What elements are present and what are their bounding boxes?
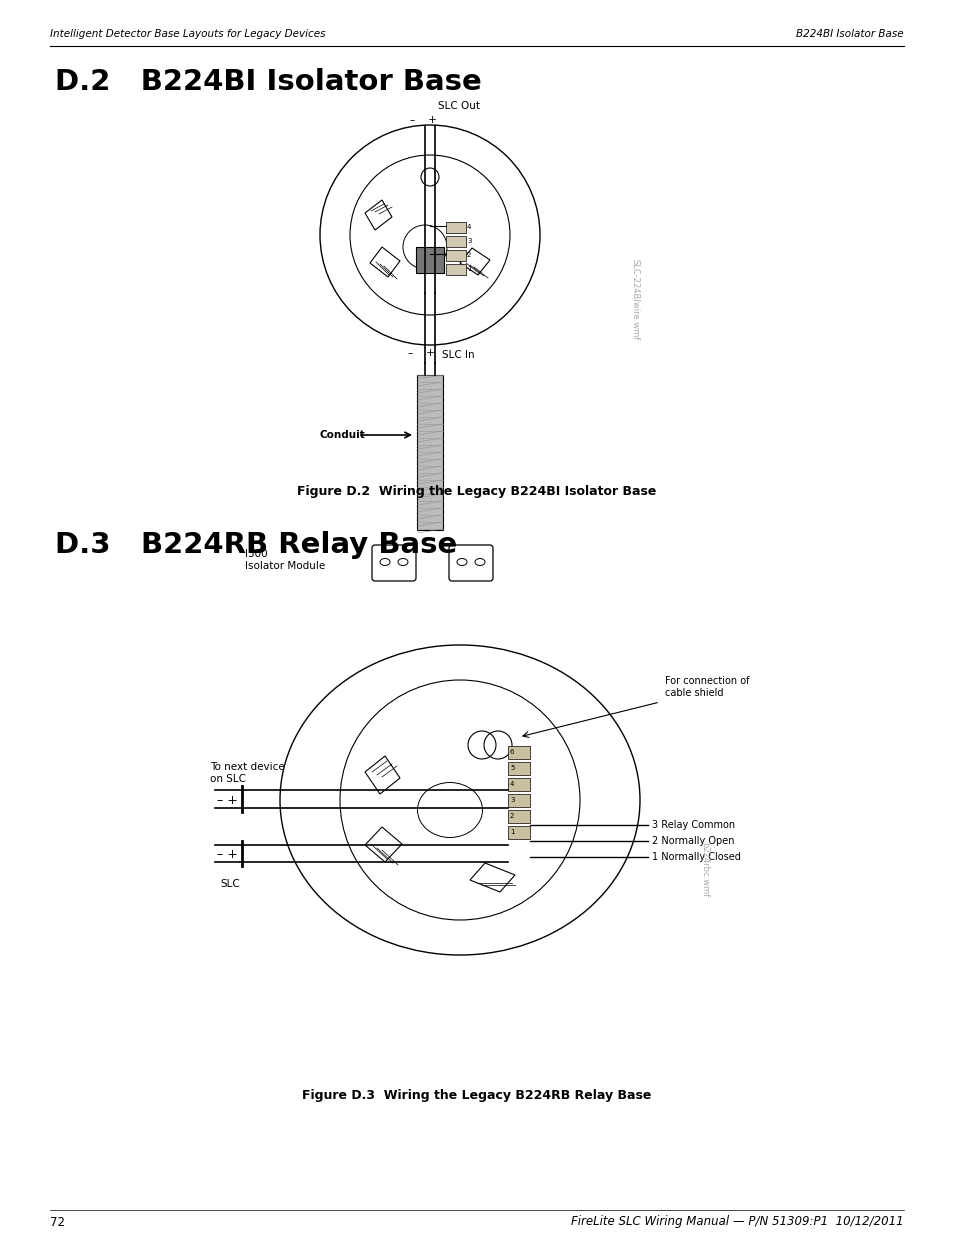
Text: For connection of
cable shield: For connection of cable shield [664,677,749,698]
Text: 3: 3 [510,797,514,803]
Text: Figure D.2  Wiring the Legacy B224BI Isolator Base: Figure D.2 Wiring the Legacy B224BI Isol… [297,485,656,499]
FancyBboxPatch shape [372,545,416,580]
Ellipse shape [456,558,467,566]
Bar [446,249,465,261]
Bar [507,746,530,760]
Text: – +: – + [216,848,237,862]
Text: 1 Normally Closed: 1 Normally Closed [651,852,740,862]
Ellipse shape [397,558,408,566]
Text: b224rbc.wmf: b224rbc.wmf [700,842,709,898]
Text: – +: – + [216,794,237,806]
Text: 6: 6 [510,748,514,755]
Bar [446,222,465,233]
Bar [507,794,530,806]
Text: D.2   B224BI Isolator Base: D.2 B224BI Isolator Base [55,68,481,96]
Polygon shape [370,247,399,277]
Text: 3 Relay Common: 3 Relay Common [651,820,735,830]
Polygon shape [470,863,515,892]
Text: SLC-224BIwire.wmf: SLC-224BIwire.wmf [630,259,639,341]
Bar [507,826,530,839]
Text: 1: 1 [467,266,471,272]
Text: 2: 2 [510,813,514,819]
Text: 4: 4 [510,781,514,787]
Text: SLC Out: SLC Out [437,101,479,111]
Text: D.3   B224RB Relay Base: D.3 B224RB Relay Base [55,531,456,559]
Polygon shape [459,248,490,275]
Text: B224BI Isolator Base: B224BI Isolator Base [796,28,903,40]
Text: SLC: SLC [220,879,239,889]
Text: Intelligent Detector Base Layouts for Legacy Devices: Intelligent Detector Base Layouts for Le… [50,28,325,40]
Text: 72: 72 [50,1215,65,1229]
Text: 3: 3 [467,238,471,245]
Ellipse shape [379,558,390,566]
Text: 1: 1 [510,829,514,835]
Text: 4: 4 [467,224,471,230]
Text: To next device
on SLC: To next device on SLC [210,762,284,783]
Text: 2 Normally Open: 2 Normally Open [651,836,734,846]
Bar [416,247,443,273]
Polygon shape [365,756,399,794]
Text: –    +: – + [408,348,435,358]
Text: Figure D.3  Wiring the Legacy B224RB Relay Base: Figure D.3 Wiring the Legacy B224RB Rela… [302,1088,651,1102]
Text: 2: 2 [467,252,471,258]
Text: –    +: – + [410,115,436,125]
Polygon shape [365,827,401,862]
Bar [507,810,530,823]
Polygon shape [365,200,392,230]
Text: 5: 5 [510,764,514,771]
Text: SLC In: SLC In [441,350,475,359]
Text: FireLite SLC Wiring Manual — P/N 51309:P1  10/12/2011: FireLite SLC Wiring Manual — P/N 51309:P… [571,1215,903,1229]
Bar [446,264,465,275]
Bar [416,375,442,530]
Text: Conduit: Conduit [319,430,365,440]
Text: I300
Isolator Module: I300 Isolator Module [245,550,325,571]
Ellipse shape [475,558,484,566]
Bar [446,236,465,247]
Bar [507,778,530,790]
FancyBboxPatch shape [449,545,493,580]
Bar [507,762,530,776]
